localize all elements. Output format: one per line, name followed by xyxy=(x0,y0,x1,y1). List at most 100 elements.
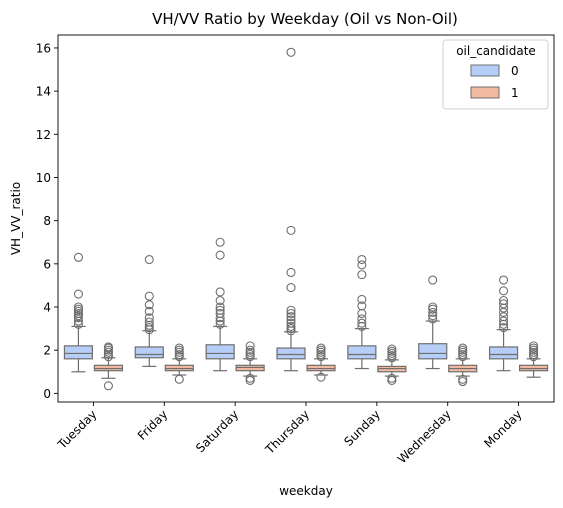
x-axis-label: weekday xyxy=(279,484,333,498)
outlier-point xyxy=(245,345,255,355)
plot-area xyxy=(63,47,549,391)
box-monday-0 xyxy=(488,275,519,372)
outlier-point xyxy=(428,314,438,324)
x-tick-label: Saturday xyxy=(193,407,241,455)
box-thursday-0 xyxy=(276,47,306,372)
x-tick-label: Monday xyxy=(481,407,524,450)
outlier-point xyxy=(428,311,438,321)
outlier-point xyxy=(458,343,468,353)
iqr-box xyxy=(205,344,235,360)
outlier-point xyxy=(357,270,367,280)
outlier-point xyxy=(286,47,296,57)
outlier-point xyxy=(357,260,367,270)
x-tick-label: Wednesday xyxy=(395,407,454,466)
box-saturday-1 xyxy=(235,341,265,385)
outlier-point xyxy=(357,308,367,319)
outlier-point xyxy=(286,283,296,293)
outlier-point xyxy=(73,289,83,299)
y-tick-label: 0 xyxy=(43,387,51,401)
x-axis: Tuesday Friday Saturday Thursday Sunday Wedne… xyxy=(54,402,525,466)
outlier-point xyxy=(174,343,184,353)
outlier-point xyxy=(316,372,326,382)
y-tick-label: 8 xyxy=(43,214,51,228)
outlier-point xyxy=(144,317,154,327)
outlier-point xyxy=(286,267,296,278)
box-tuesday-1 xyxy=(93,342,124,391)
outlier-point xyxy=(428,275,438,285)
outlier-point xyxy=(387,344,397,354)
outlier-point xyxy=(144,291,154,301)
outlier-point xyxy=(286,305,296,315)
outlier-point xyxy=(215,237,225,247)
y-tick-label: 10 xyxy=(36,171,51,185)
outlier-point xyxy=(357,318,367,328)
outlier-point xyxy=(499,299,509,309)
outlier-point xyxy=(286,318,296,328)
legend-swatch-0 xyxy=(470,64,500,77)
outlier-point xyxy=(286,308,296,319)
box-sunday-0 xyxy=(347,254,377,370)
box-friday-0 xyxy=(134,254,164,367)
legend-title: oil_candidate xyxy=(456,44,536,58)
outlier-point xyxy=(387,373,397,383)
outlier-point xyxy=(428,307,438,317)
chart-title: VH/VV Ratio by Weekday (Oil vs Non-Oil) xyxy=(152,10,458,28)
outlier-point xyxy=(286,321,296,331)
iqr-box xyxy=(63,345,94,360)
outlier-point xyxy=(144,254,154,265)
y-tick-label: 4 xyxy=(43,301,51,315)
outlier-point xyxy=(286,315,296,325)
outlier-point xyxy=(499,295,509,306)
box-monday-1 xyxy=(518,341,549,378)
outlier-point xyxy=(245,341,255,351)
box-tuesday-0 xyxy=(63,252,94,373)
outlier-point xyxy=(529,341,539,351)
outlier-point xyxy=(215,305,225,315)
outlier-point xyxy=(103,381,113,391)
outlier-point xyxy=(316,343,326,353)
legend-label-0: 0 xyxy=(511,64,519,78)
y-axis: 0 2 4 6 8 10 12 14 16 xyxy=(36,41,58,401)
y-tick-label: 16 xyxy=(36,41,51,55)
x-tick-label: Tuesday xyxy=(54,407,99,452)
outlier-point xyxy=(499,275,509,285)
box-wednesday-0 xyxy=(418,275,448,370)
y-tick-label: 6 xyxy=(43,257,51,271)
legend-label-1: 1 xyxy=(511,86,519,100)
outlier-point xyxy=(428,302,438,312)
outlier-point xyxy=(215,250,225,260)
outlier-point xyxy=(499,322,509,333)
outlier-point xyxy=(499,312,509,322)
outlier-point xyxy=(103,342,113,352)
box-wednesday-1 xyxy=(448,343,478,387)
y-axis-label: VH_VV_ratio xyxy=(9,182,23,255)
iqr-box xyxy=(276,347,306,360)
outlier-point xyxy=(144,306,154,316)
outlier-point xyxy=(499,307,509,317)
outlier-point xyxy=(174,374,184,384)
iqr-box xyxy=(347,345,377,360)
y-tick-label: 2 xyxy=(43,344,51,358)
box-saturday-0 xyxy=(205,237,235,372)
y-tick-label: 14 xyxy=(36,85,51,99)
outlier-point xyxy=(73,319,83,329)
box-friday-1 xyxy=(164,343,194,384)
legend-swatch-1 xyxy=(470,86,500,99)
legend: oil_candidate 0 1 xyxy=(442,39,549,110)
box-thursday-1 xyxy=(306,343,336,382)
x-tick-label: Friday xyxy=(135,407,171,443)
outlier-point xyxy=(245,373,255,383)
y-tick-label: 12 xyxy=(36,128,51,142)
outlier-point xyxy=(458,374,468,384)
outlier-point xyxy=(215,295,225,306)
iqr-box xyxy=(488,346,519,360)
outlier-point xyxy=(286,225,296,235)
outlier-point xyxy=(357,254,367,265)
x-tick-label: Sunday xyxy=(341,407,383,449)
outlier-point xyxy=(73,302,83,312)
outlier-point xyxy=(215,319,225,329)
outlier-point xyxy=(286,312,296,322)
outlier-point xyxy=(499,286,509,296)
outlier-point xyxy=(357,301,367,311)
